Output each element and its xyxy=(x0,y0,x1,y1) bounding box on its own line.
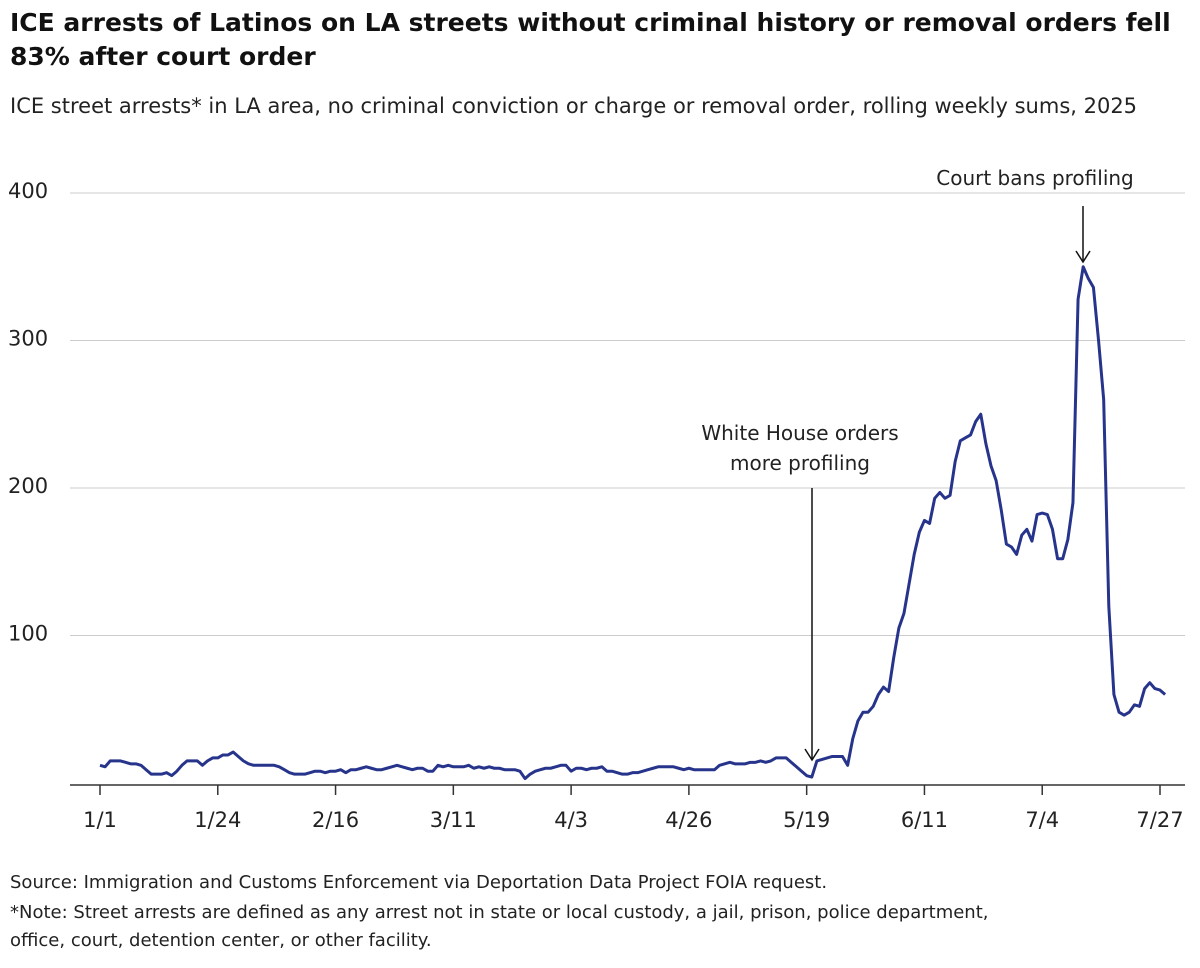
arrow-head xyxy=(804,748,820,762)
y-tick-label: 300 xyxy=(8,327,48,351)
x-tick-label: 5/19 xyxy=(783,808,830,832)
annotation: Court bans profiling xyxy=(936,166,1134,190)
line xyxy=(99,265,1167,781)
x-tick-label: 1/24 xyxy=(194,808,241,832)
x-tick-label: 7/27 xyxy=(1136,808,1183,832)
annotation: White House orders more profiling xyxy=(701,421,899,475)
x-tick-label: 2/16 xyxy=(312,808,359,832)
arrow-head xyxy=(1075,250,1091,264)
y-tick-label: 100 xyxy=(8,622,48,646)
x-tick-label: 1/1 xyxy=(83,808,117,832)
x-tick-label: 3/11 xyxy=(430,808,477,832)
note: *Note: Street arrests are defined as any… xyxy=(10,902,989,951)
x-tick-label: 4/3 xyxy=(554,808,588,832)
x-tick-label: 7/4 xyxy=(1025,808,1059,832)
chart-title: ICE arrests of Latinos on LA streets wit… xyxy=(10,8,1171,71)
source: Source: Immigration and Customs Enforcem… xyxy=(10,872,828,893)
x-tick-label: 6/11 xyxy=(901,808,948,832)
y-tick-label: 200 xyxy=(8,474,48,498)
x-tick-label: 4/26 xyxy=(665,808,712,832)
y-tick-label: 400 xyxy=(8,179,48,203)
chart-subtitle: ICE street arrests* in LA area, no crimi… xyxy=(10,94,1138,118)
